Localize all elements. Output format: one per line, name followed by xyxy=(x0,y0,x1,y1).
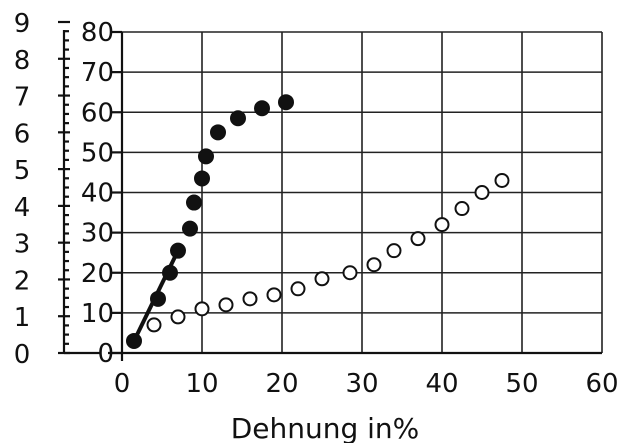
x-tick-label: 30 xyxy=(345,369,378,399)
filled-point xyxy=(150,290,166,307)
filled-point xyxy=(162,264,178,281)
y-tick-label-inner: 70 xyxy=(81,58,114,88)
open-point xyxy=(434,217,450,233)
filled-point xyxy=(278,94,294,111)
open-point xyxy=(242,291,258,307)
x-tick-label: 50 xyxy=(505,369,538,399)
filled-point xyxy=(210,124,226,141)
series-layer xyxy=(126,94,510,349)
y-tick-label-outer: 8 xyxy=(14,46,31,76)
x-tick-label: 10 xyxy=(185,369,218,399)
y-tick-label-inner: 30 xyxy=(81,219,114,249)
y-tick-label-inner: 40 xyxy=(81,179,114,209)
y-tick-label-outer: 7 xyxy=(14,83,31,113)
x-tick-label: 0 xyxy=(114,369,131,399)
open-point xyxy=(494,172,510,188)
open-point xyxy=(474,185,490,200)
open-point xyxy=(410,231,426,247)
filled-point xyxy=(186,194,202,211)
y-tick-label-outer: 4 xyxy=(14,193,31,223)
y-tick-label-inner: 0 xyxy=(97,339,114,369)
y-tick-label-outer: 6 xyxy=(14,119,31,149)
y-tick-label-inner: 50 xyxy=(81,138,114,168)
open-point xyxy=(194,301,210,317)
filled-point xyxy=(194,170,210,187)
y-tick-label-outer: 3 xyxy=(14,230,31,260)
open-point xyxy=(170,309,186,325)
x-tick-label: 40 xyxy=(425,369,458,399)
x-tick-label: 60 xyxy=(585,369,618,399)
y-tick-label-inner: 60 xyxy=(81,98,114,128)
open-point xyxy=(342,265,358,281)
y-tick-label-outer: 1 xyxy=(14,303,31,333)
open-point xyxy=(454,201,470,217)
label-layer: 0 10 20 30 40 50 60 0 10 20 30 40 50 60 70 80 0 1 2 3 4 5 6 7 8 9 xyxy=(14,9,619,399)
y-tick-label-outer: 2 xyxy=(14,266,31,296)
filled-point xyxy=(198,148,214,165)
y-tick-label-outer: 5 xyxy=(14,156,31,186)
x-axis-label: Dehnung in% xyxy=(231,412,420,443)
open-point xyxy=(218,297,234,313)
y-tick-label-outer: 9 xyxy=(14,9,31,39)
y-tick-label-outer: 0 xyxy=(14,340,31,370)
grid-layer xyxy=(122,31,603,353)
open-point xyxy=(146,317,162,333)
open-point xyxy=(290,281,306,297)
filled-point xyxy=(230,110,246,127)
open-point xyxy=(386,243,402,259)
y-tick-label-inner: 10 xyxy=(81,299,114,329)
filled-point xyxy=(254,100,270,117)
filled-point xyxy=(170,242,186,259)
filled-point xyxy=(182,220,198,237)
y-tick-label-inner: 80 xyxy=(81,18,114,48)
x-tick-label: 20 xyxy=(265,369,298,399)
y-tick-label-inner: 20 xyxy=(81,259,114,289)
open-point xyxy=(314,271,330,287)
open-point xyxy=(366,257,382,273)
axis-layer xyxy=(58,20,602,361)
open-point xyxy=(266,287,282,303)
filled-point xyxy=(126,332,142,349)
